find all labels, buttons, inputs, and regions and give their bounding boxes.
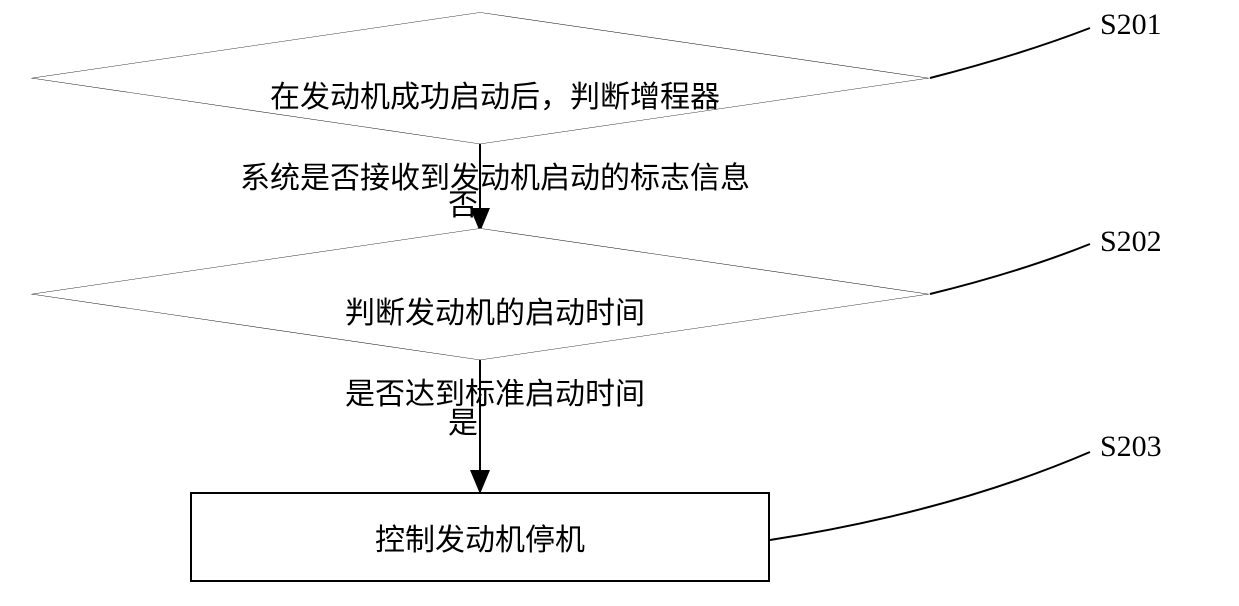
r3-text: 控制发动机停机	[375, 515, 585, 559]
edge-label-yes: 是	[448, 398, 478, 442]
decision-d2-shape	[30, 228, 930, 360]
leader-s202	[930, 244, 1090, 294]
process-r3: 控制发动机停机	[190, 492, 770, 582]
d2-line2: 是否达到标准启动时间	[345, 378, 645, 411]
step-label-s202: S202	[1100, 225, 1162, 259]
leader-s201	[930, 28, 1090, 78]
flowchart-canvas: 在发动机成功启动后，判断增程器 系统是否接收到发动机启动的标志信息 判断发动机的…	[0, 0, 1239, 606]
d1-line2: 系统是否接收到发动机启动的标志信息	[240, 162, 750, 195]
step-label-s203: S203	[1100, 430, 1162, 464]
decision-d1-shape	[30, 12, 930, 144]
leader-s203	[770, 452, 1090, 540]
edge-label-no: 否	[448, 180, 478, 224]
step-label-s201: S201	[1100, 8, 1162, 42]
